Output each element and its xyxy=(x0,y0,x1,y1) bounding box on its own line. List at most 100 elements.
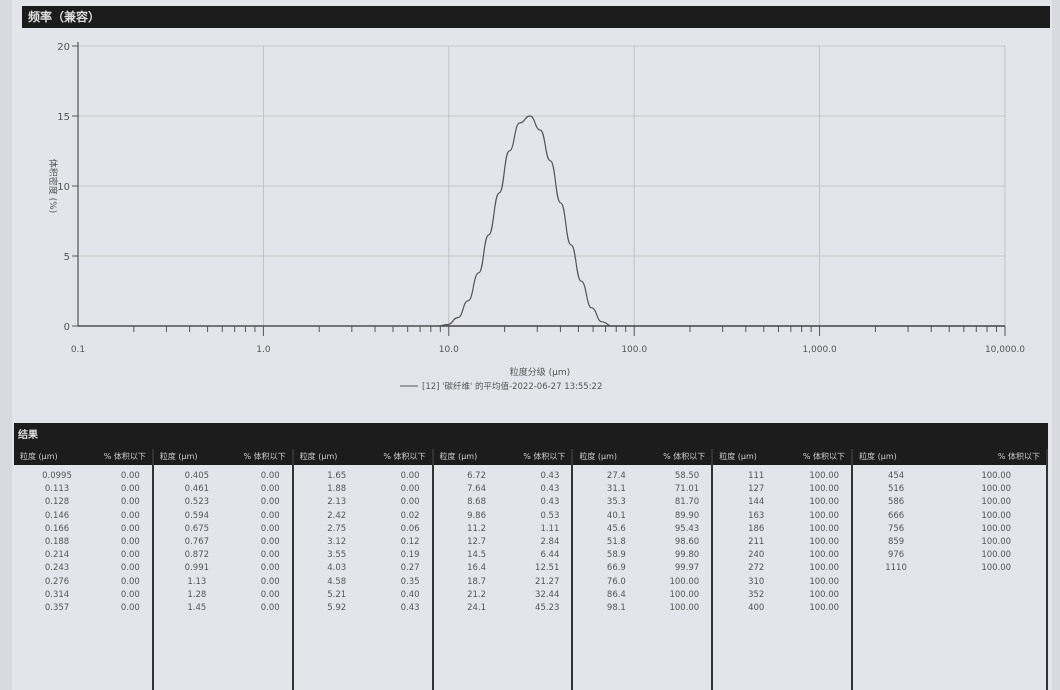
percent-cell: 32.44 xyxy=(535,589,560,600)
header-percent: % 体积以下 xyxy=(997,452,1041,461)
header-size: 粒度 (μm) xyxy=(20,452,58,461)
percent-cell: 100.00 xyxy=(809,497,840,508)
table-row: 0.243 0.00 xyxy=(14,562,152,575)
size-cell: 1.65 xyxy=(327,471,347,481)
size-cell: 2.75 xyxy=(327,523,347,534)
size-cell: 859 xyxy=(887,536,905,547)
results-column: 粒度 (μm) % 体积以下 27.4 58.50 31.1 71.01 35.3 81.70… xyxy=(573,449,714,690)
x-tick-label: 1,000.0 xyxy=(802,345,837,355)
percent-cell: 98.60 xyxy=(674,536,700,547)
percent-cell: 100.00 xyxy=(809,589,840,600)
results-column: 粒度 (μm) % 体积以下 111 100.00 127 100.00 144 100.00… xyxy=(713,449,854,690)
y-tick-label: 15 xyxy=(57,112,70,123)
size-cell: 0.146 xyxy=(44,510,70,521)
percent-cell: 99.80 xyxy=(674,550,700,561)
table-row: 58.9 99.80 xyxy=(573,549,711,562)
size-cell: 1.28 xyxy=(187,589,207,600)
size-cell: 51.8 xyxy=(606,536,626,547)
table-row: 35.3 81.70 xyxy=(573,496,711,509)
size-cell: 211 xyxy=(748,536,765,547)
size-cell: 0.357 xyxy=(44,602,70,613)
percent-cell: 0.00 xyxy=(120,602,140,613)
table-row: 0.594 0.00 xyxy=(154,510,292,523)
table-row: 3.55 0.19 xyxy=(294,549,432,562)
table-row: 0.276 0.00 xyxy=(14,576,152,589)
size-cell: 35.3 xyxy=(606,497,626,508)
percent-cell: 2.84 xyxy=(540,536,560,547)
table-row: 12.7 2.84 xyxy=(434,536,572,549)
size-cell: 516 xyxy=(887,484,905,495)
size-cell: 86.4 xyxy=(606,589,626,600)
size-cell: 4.58 xyxy=(327,576,347,587)
x-axis-label: 粒度分级 (μm) xyxy=(510,366,570,378)
table-row: 18.7 21.27 xyxy=(434,576,572,589)
percent-cell: 0.53 xyxy=(540,510,560,521)
size-cell: 0.214 xyxy=(44,550,70,561)
percent-cell: 0.19 xyxy=(400,550,420,561)
header-size: 粒度 (μm) xyxy=(719,452,757,461)
percent-cell: 0.00 xyxy=(260,602,280,613)
percent-cell: 0.00 xyxy=(120,523,140,534)
percent-cell: 100.00 xyxy=(981,563,1012,574)
percent-cell: 100.00 xyxy=(981,550,1012,561)
table-row: 11.2 1.11 xyxy=(434,523,572,536)
header-percent: % 体积以下 xyxy=(663,452,706,461)
results-section: 结果 粒度 (μm)% 体积以下 0.0995 0.00 0.113 0.00 0.128… xyxy=(14,423,1049,690)
size-cell: 2.42 xyxy=(327,510,347,521)
percent-cell: 0.00 xyxy=(260,536,280,547)
size-cell: 310 xyxy=(748,576,765,587)
percent-cell: 0.40 xyxy=(400,589,420,600)
size-cell: 0.594 xyxy=(184,510,210,521)
size-cell: 186 xyxy=(748,523,765,534)
percent-cell: 100.00 xyxy=(981,471,1012,481)
table-row: 4.58 0.35 xyxy=(294,576,432,589)
table-row: 2.13 0.00 xyxy=(294,496,432,509)
table-row: 0.214 0.00 xyxy=(14,549,152,562)
size-cell: 163 xyxy=(748,510,765,521)
table-row: 31.1 71.01 xyxy=(573,483,711,496)
percent-cell: 0.00 xyxy=(120,563,140,574)
percent-cell: 100.00 xyxy=(981,510,1012,521)
percent-cell: 100.00 xyxy=(809,484,840,495)
table-row: 7.64 0.43 xyxy=(434,483,572,496)
y-axis-label: 体积密度 (%) xyxy=(47,159,59,213)
size-cell: 0.314 xyxy=(44,589,70,600)
header-size: 粒度 (μm) xyxy=(159,452,198,461)
header-size: 粒度 (μm) xyxy=(859,452,897,461)
percent-cell: 0.00 xyxy=(260,471,280,481)
table-row: 5.92 0.43 xyxy=(294,602,432,615)
size-cell: 27.4 xyxy=(606,471,626,481)
table-row: 1.88 0.00 xyxy=(294,483,432,496)
table-row: 0.523 0.00 xyxy=(154,496,292,509)
size-cell: 1.13 xyxy=(187,576,207,587)
table-row: 0.188 0.00 xyxy=(14,536,152,549)
percent-cell: 0.00 xyxy=(120,550,140,561)
size-cell: 976 xyxy=(887,550,905,561)
size-cell: 3.55 xyxy=(327,550,347,561)
percent-cell: 12.51 xyxy=(535,563,560,574)
percent-cell: 0.00 xyxy=(120,536,140,547)
size-cell: 127 xyxy=(748,484,765,495)
x-tick-label: 100.0 xyxy=(621,345,647,355)
percent-cell: 0.00 xyxy=(260,484,280,495)
table-row: 0.166 0.00 xyxy=(14,523,152,536)
percent-cell: 0.00 xyxy=(260,589,280,600)
table-row: 454 100.00 xyxy=(853,470,1023,483)
table-row: 1.65 0.00 xyxy=(294,470,432,483)
column-header: 粒度 (μm) % 体积以下 xyxy=(14,449,152,465)
size-cell: 0.113 xyxy=(44,484,70,495)
table-row: 400 100.00 xyxy=(713,602,851,615)
size-cell: 6.72 xyxy=(467,471,486,481)
percent-cell: 0.00 xyxy=(120,576,140,587)
header-size: 粒度 (μm) xyxy=(579,452,618,461)
results-title: 结果 xyxy=(18,430,38,441)
table-row: 0.314 0.00 xyxy=(14,589,152,602)
table-row: 240 100.00 xyxy=(713,549,851,562)
size-cell: 3.12 xyxy=(327,536,347,547)
header-size: 粒度 (μm) xyxy=(299,452,338,461)
percent-cell: 100.00 xyxy=(981,523,1012,534)
size-cell: 5.21 xyxy=(327,589,347,600)
size-cell: 1110 xyxy=(885,563,907,574)
column-header: 粒度 (μm) % 体积以下 xyxy=(853,449,1047,465)
size-cell: 272 xyxy=(748,563,765,574)
